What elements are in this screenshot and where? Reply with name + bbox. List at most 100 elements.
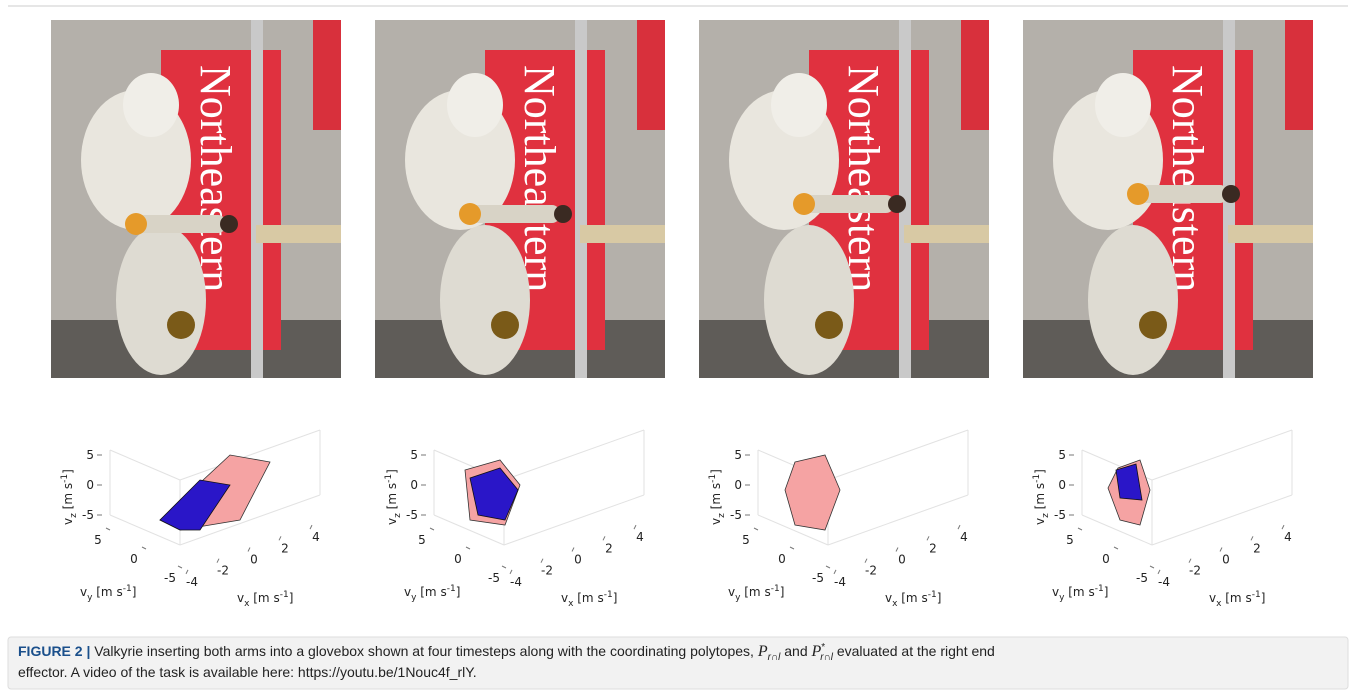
- label-base: v: [385, 518, 399, 525]
- label-end: ]: [385, 469, 399, 474]
- photo: Northeastern: [1023, 20, 1313, 378]
- y-tick-label: -5: [164, 571, 176, 585]
- z-tick-label: 0: [734, 478, 742, 492]
- label-base: v: [885, 591, 892, 605]
- x-tick-label: -2: [865, 564, 877, 578]
- label-sup: -1: [928, 590, 937, 600]
- x-tick-label: -4: [510, 575, 522, 589]
- x-tick-label: 4: [312, 530, 320, 544]
- robot-hand: [554, 205, 572, 223]
- figure: NortheasternNortheasternNortheasternNort…: [0, 0, 1356, 693]
- x-tick: [958, 525, 960, 529]
- x-tick: [634, 525, 636, 529]
- banner-text: Northeastern: [515, 65, 564, 292]
- x-tick: [572, 548, 574, 552]
- y-tick: [790, 547, 794, 549]
- robot-joint: [793, 193, 815, 215]
- z-tick-label: -5: [730, 508, 742, 522]
- polytope-plot: 50-550-5-4-2024vz [m s-1]vy [m s-1]vx [m…: [1032, 430, 1292, 609]
- z-tick-label: 5: [734, 448, 742, 462]
- label-end: ]: [61, 469, 75, 474]
- label-base: v: [1052, 585, 1059, 599]
- label-end: ]: [937, 591, 942, 605]
- x-tick-label: 2: [1253, 541, 1261, 555]
- x-tick-label: 2: [929, 541, 937, 555]
- label-unit: [m s: [709, 483, 723, 513]
- box-edge: [504, 495, 644, 545]
- table: [580, 225, 665, 243]
- label-base: v: [561, 591, 568, 605]
- label-unit: [m s: [1033, 483, 1047, 513]
- label-end: ]: [1261, 591, 1266, 605]
- label-sup: -1: [771, 584, 780, 594]
- label-base: v: [61, 518, 75, 525]
- math-sub: r∩l: [768, 652, 782, 663]
- label-sup: -1: [384, 474, 394, 483]
- label-end: ]: [613, 591, 618, 605]
- x-tick: [1189, 559, 1191, 563]
- label-end: ]: [1033, 469, 1047, 474]
- robot-arm: [1138, 185, 1228, 203]
- polytope-plot: 50-550-5-4-2024vz [m s-1]vy [m s-1]vx [m…: [384, 430, 644, 609]
- label-unit: [m s: [92, 585, 122, 599]
- x-tick: [1220, 548, 1222, 552]
- robot-legs: [440, 225, 530, 375]
- axis-label: vx [m s-1]: [885, 590, 941, 609]
- x-tick-label: 4: [960, 530, 968, 544]
- z-tick-label: 0: [1058, 478, 1066, 492]
- x-tick: [1158, 570, 1160, 574]
- y-tick-label: 5: [742, 533, 750, 547]
- label-sup: -1: [604, 590, 613, 600]
- photo: Northeastern: [699, 20, 989, 378]
- y-tick: [826, 566, 830, 568]
- x-tick: [834, 570, 836, 574]
- caption-text: evaluated at the right end: [833, 643, 995, 659]
- y-tick: [466, 547, 470, 549]
- x-tick-label: 0: [574, 553, 582, 567]
- x-tick: [865, 559, 867, 563]
- y-tick: [502, 566, 506, 568]
- robot-arm: [804, 195, 894, 213]
- label-base: v: [237, 591, 244, 605]
- y-tick-label: 0: [130, 552, 138, 566]
- y-tick: [1114, 547, 1118, 549]
- z-tick-label: -5: [406, 508, 418, 522]
- x-tick-label: 4: [636, 530, 644, 544]
- banner-small: [313, 20, 341, 130]
- label-unit: [m s: [249, 591, 279, 605]
- x-tick-label: -4: [186, 575, 198, 589]
- robot-head: [771, 73, 827, 137]
- x-tick: [279, 536, 281, 540]
- y-tick-label: 5: [1066, 533, 1074, 547]
- rack: [575, 20, 587, 378]
- banner-small: [1285, 20, 1313, 130]
- box-edge: [110, 450, 180, 480]
- axis-label: vz [m s-1]: [60, 469, 79, 525]
- robot-legs: [1088, 225, 1178, 375]
- axis-label: vz [m s-1]: [384, 469, 403, 525]
- x-tick: [603, 536, 605, 540]
- axis-label: vy [m s-1]: [80, 584, 136, 603]
- robot-legs: [116, 225, 206, 375]
- polytope: [1108, 460, 1150, 525]
- y-tick-label: 5: [94, 533, 102, 547]
- table: [904, 225, 989, 243]
- knee-emblem: [815, 311, 843, 339]
- x-tick: [186, 570, 188, 574]
- photo: Northeastern: [375, 20, 665, 378]
- y-tick: [142, 547, 146, 549]
- label-base: v: [1209, 591, 1216, 605]
- banner-small: [637, 20, 665, 130]
- y-tick-label: -5: [488, 571, 500, 585]
- robot-head: [1095, 73, 1151, 137]
- label-unit: [m s: [740, 585, 770, 599]
- z-tick-label: -5: [1054, 508, 1066, 522]
- axis-label: vz [m s-1]: [708, 469, 727, 525]
- x-tick-label: -2: [217, 564, 229, 578]
- robot-arm: [470, 205, 560, 223]
- y-tick-label: -5: [812, 571, 824, 585]
- robot-head: [447, 73, 503, 137]
- robot-joint: [459, 203, 481, 225]
- z-tick-label: -5: [82, 508, 94, 522]
- label-sup: -1: [1095, 584, 1104, 594]
